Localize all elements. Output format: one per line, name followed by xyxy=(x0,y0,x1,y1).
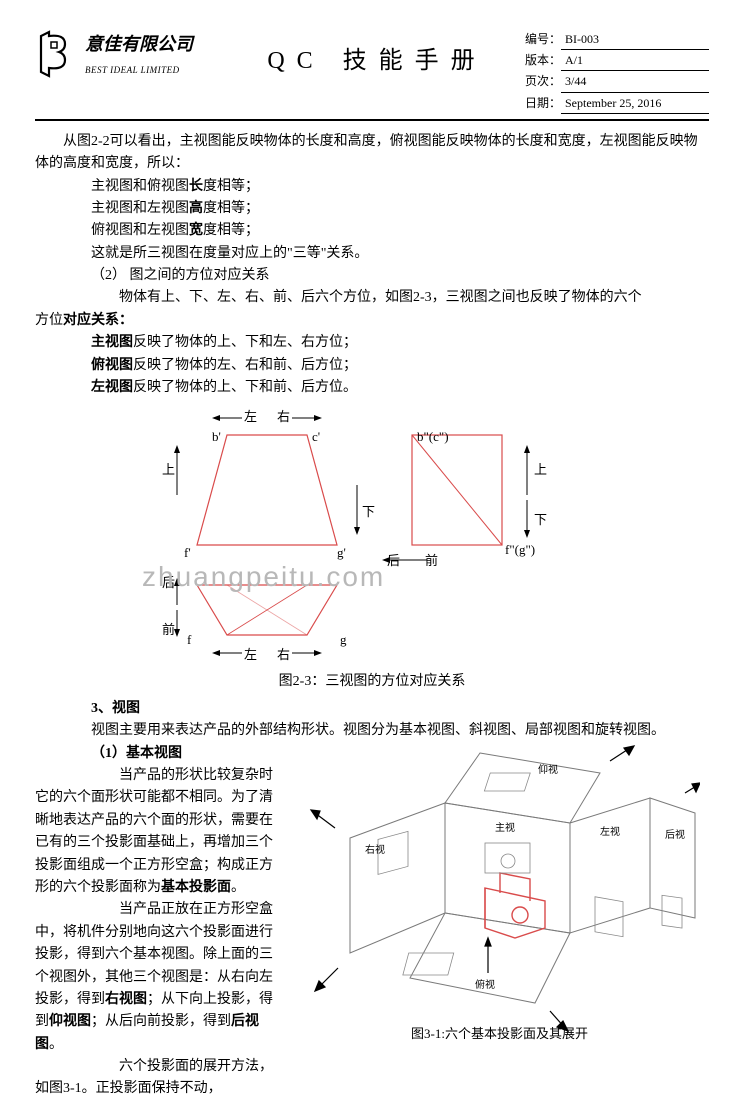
logo-icon xyxy=(35,30,77,78)
paragraph: 当产品的形状比较复杂时它的六个面形状可能都不相同。为了清晰地表达产品的六个面的形… xyxy=(35,765,280,899)
paragraph: 左视图反映了物体的上、下和前、后方位。 xyxy=(35,377,709,399)
figure-3-1-svg xyxy=(290,743,700,1038)
body-content: 从图2-2可以看出，主视图能反映物体的长度和高度，俯视图能反映物体的长度和宽度，… xyxy=(35,131,709,1101)
paragraph: 六个投影面的展开方法，如图3-1。正投影面保持不动， xyxy=(35,1056,280,1101)
meta-val-riqi: September 25, 2016 xyxy=(561,94,709,114)
fig-label: 右视 xyxy=(365,843,385,859)
company-name-cn: 意佳有限公司 xyxy=(85,30,193,59)
meta-label-riqi: 日期： xyxy=(519,94,561,114)
left-text-column: （1）基本视图 当产品的形状比较复杂时它的六个面形状可能都不相同。为了清晰地表达… xyxy=(35,743,280,1101)
meta-label-bianhao: 编号： xyxy=(519,30,561,50)
fig-label: 仰视 xyxy=(538,763,558,779)
meta-val-bianhao: BI-003 xyxy=(561,30,709,50)
fig-label: b"(c") xyxy=(417,427,449,448)
paragraph: 主视图反映了物体的上、下和左、右方位； xyxy=(35,332,709,354)
subsection-title: （1）基本视图 xyxy=(35,743,280,765)
fig-label: f xyxy=(187,630,191,651)
paragraph: 主视图和俯视图长度相等； xyxy=(35,176,709,198)
fig-label: 右 xyxy=(277,645,290,666)
fig-label: 主视 xyxy=(495,821,515,837)
fig-label: 下 xyxy=(534,510,547,531)
meta-label-yeci: 页次： xyxy=(519,72,561,92)
fig-label: 左视 xyxy=(600,825,620,841)
figure-2-3: 左 右 b' c' b"(c") 上 上 下 下 f' g' f"(g") 后 … xyxy=(162,405,582,665)
section-3-title: 3、视图 xyxy=(35,698,709,720)
fig-label: 前 xyxy=(162,620,175,641)
meta-label-banben: 版本： xyxy=(519,51,561,71)
fig-label: g xyxy=(340,630,347,651)
company-name-en: BEST IDEAL LIMITED xyxy=(85,63,193,77)
fig-label: 左 xyxy=(244,645,257,666)
meta-block: 编号：BI-003 版本：A/1 页次：3/44 日期：September 25… xyxy=(519,30,709,115)
fig-label: 上 xyxy=(162,460,175,481)
figure-3-1: 仰视 主视 右视 左视 后视 俯视 图3-1:六个基本投影面及其展开 xyxy=(290,743,709,1043)
fig-label: 后 xyxy=(162,573,175,594)
paragraph: （2） 图之间的方位对应关系 xyxy=(35,265,709,287)
paragraph: 俯视图和左视图宽度相等； xyxy=(35,220,709,242)
fig-label: 俯视 xyxy=(475,978,495,994)
paragraph: 这就是所三视图在度量对应上的"三等"关系。 xyxy=(35,243,709,265)
fig-label: 右 xyxy=(277,407,290,428)
paragraph: 视图主要用来表达产品的外部结构形状。视图分为基本视图、斜视图、局部视图和旋转视图… xyxy=(35,720,709,742)
fig-label: f"(g") xyxy=(505,540,535,561)
paragraph: 俯视图反映了物体的左、右和前、后方位； xyxy=(35,355,709,377)
fig-label: c' xyxy=(312,427,320,448)
meta-val-banben: A/1 xyxy=(561,51,709,71)
document-title: QC 技能手册 xyxy=(235,30,519,80)
figure-3-1-caption: 图3-1:六个基本投影面及其展开 xyxy=(290,1024,709,1045)
document-header: 意佳有限公司 BEST IDEAL LIMITED QC 技能手册 编号：BI-… xyxy=(35,30,709,121)
figure-2-3-caption: 图2-3：三视图的方位对应关系 xyxy=(35,671,709,693)
paragraph: 物体有上、下、左、右、前、后六个方位，如图2-3，三视图之间也反映了物体的六个方… xyxy=(35,287,709,332)
fig-label: 下 xyxy=(362,502,375,523)
fig-label: g' xyxy=(337,543,346,564)
meta-val-yeci: 3/44 xyxy=(561,72,709,92)
logo-block: 意佳有限公司 BEST IDEAL LIMITED xyxy=(35,30,235,78)
paragraph: 从图2-2可以看出，主视图能反映物体的长度和高度，俯视图能反映物体的长度和宽度，… xyxy=(35,131,709,176)
figure-2-3-svg xyxy=(162,405,582,665)
fig-label: 后 xyxy=(387,551,400,572)
fig-label: b' xyxy=(212,427,221,448)
paragraph: 当产品正放在正方形空盒中，将机件分别地向这六个投影面进行投影，得到六个基本视图。… xyxy=(35,899,280,1056)
fig-label: 左 xyxy=(244,407,257,428)
paragraph: 主视图和左视图高度相等； xyxy=(35,198,709,220)
fig-label: 后视 xyxy=(665,828,685,844)
fig-label: f' xyxy=(184,543,191,564)
two-column-section: （1）基本视图 当产品的形状比较复杂时它的六个面形状可能都不相同。为了清晰地表达… xyxy=(35,743,709,1101)
fig-label: 前 xyxy=(425,551,438,572)
fig-label: 上 xyxy=(534,460,547,481)
